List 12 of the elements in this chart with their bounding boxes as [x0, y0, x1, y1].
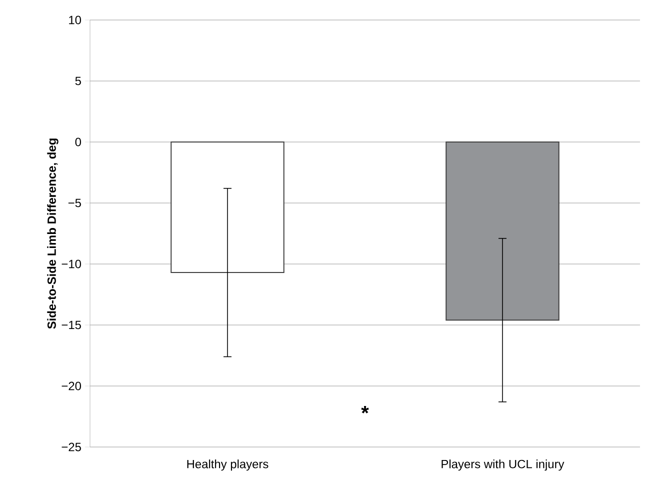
y-tick-label: 5 — [75, 76, 81, 86]
annotation: * — [361, 406, 369, 414]
y-tick-label: 0 — [75, 138, 82, 146]
y-tick-label: −20 — [62, 382, 82, 390]
y-tick-label: −5 — [68, 198, 81, 208]
y-tick-label: −25 — [62, 442, 81, 452]
y-tick-label: 10 — [69, 16, 82, 24]
x-tick-label: Healthy players — [187, 460, 268, 471]
y-axis-title: Side-to-Side Limb Difference, deg — [47, 138, 58, 329]
y-tick-label: −15 — [62, 320, 81, 330]
y-tick-label: −10 — [62, 260, 82, 268]
x-tick-label: Players with UCL injury — [442, 460, 564, 471]
